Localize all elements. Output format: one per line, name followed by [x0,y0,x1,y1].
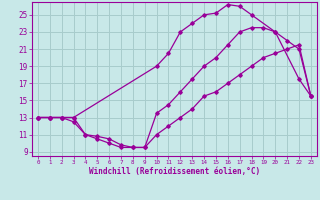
X-axis label: Windchill (Refroidissement éolien,°C): Windchill (Refroidissement éolien,°C) [89,167,260,176]
